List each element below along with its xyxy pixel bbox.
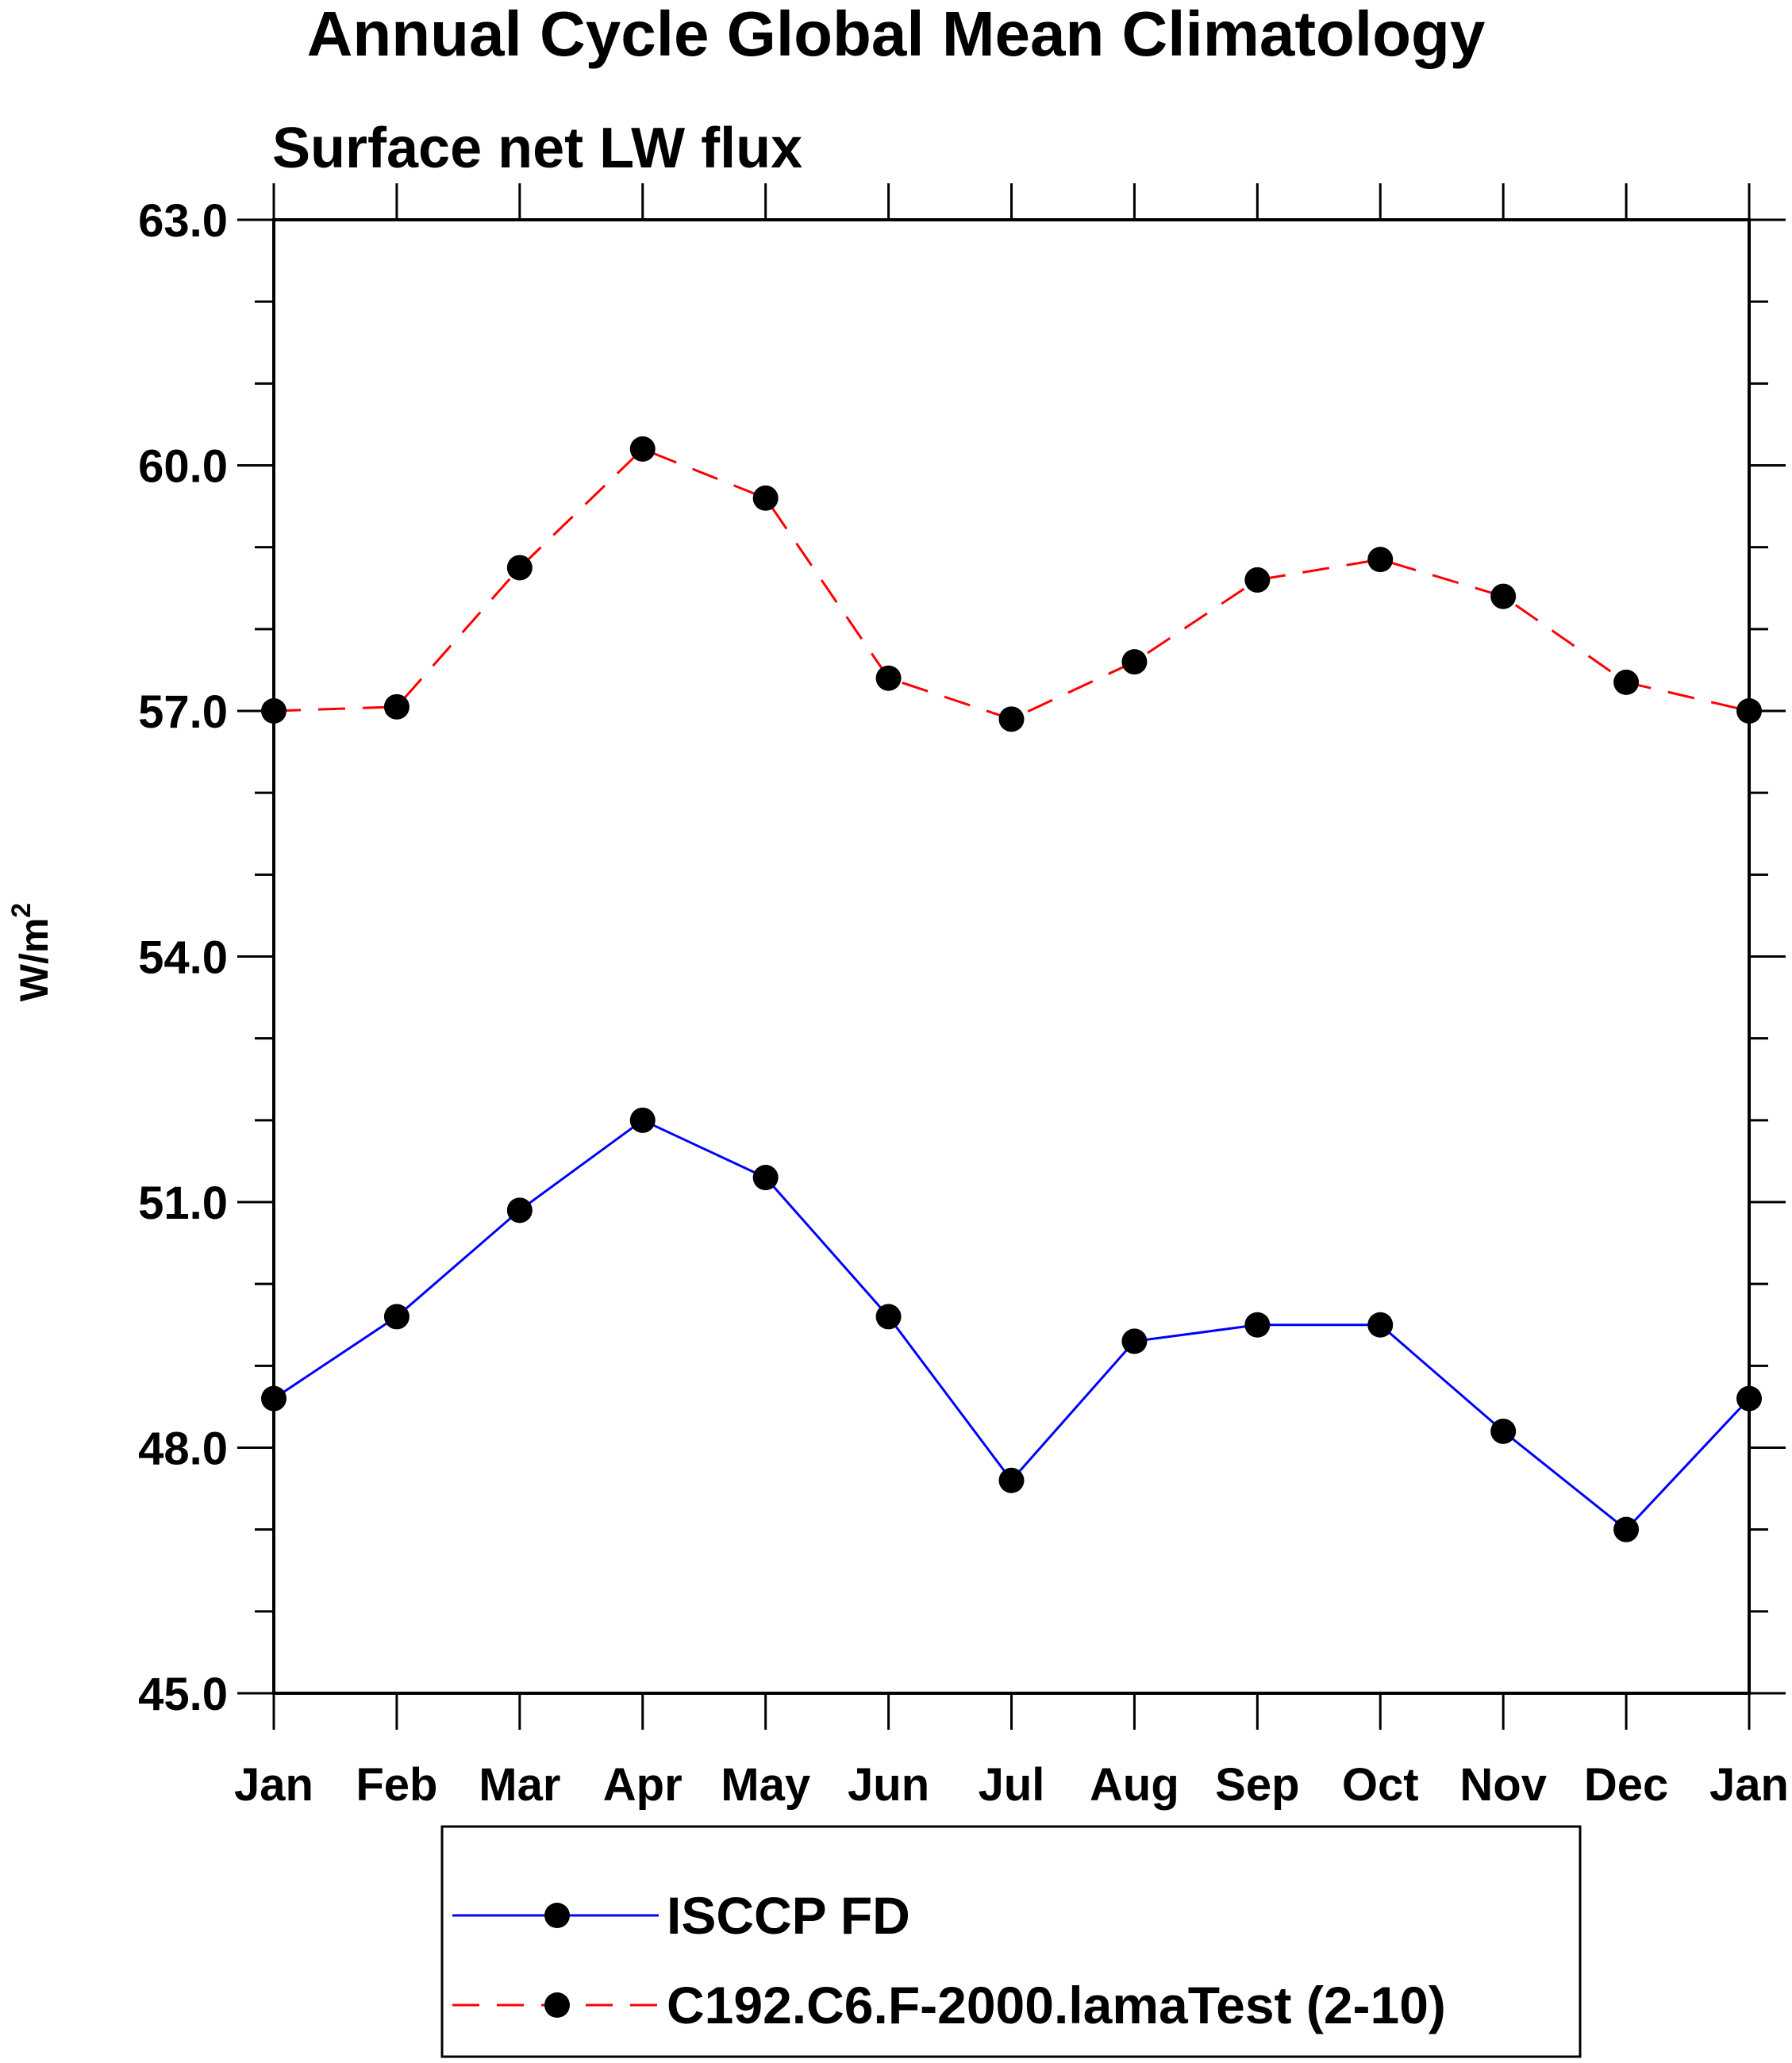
series-0-point — [1490, 1418, 1517, 1444]
x-tick-label: Jul — [979, 1759, 1045, 1811]
series-0-point — [629, 1107, 656, 1133]
x-tick-labels: Jan Feb Mar Apr May Jun Jul Aug Sep Oct Nov Dec Jan — [234, 1759, 1789, 1811]
series-line-1 — [273, 448, 1750, 720]
y-axis-label: W/m2 — [6, 903, 56, 1001]
series-1-point — [629, 436, 656, 462]
series-0-point — [1736, 1385, 1762, 1412]
series-1-point — [1490, 583, 1517, 609]
series-0-point — [261, 1385, 286, 1412]
x-tick-label: Nov — [1459, 1759, 1547, 1811]
x-tick-label: Oct — [1342, 1759, 1419, 1811]
y-tick-label: 57.0 — [138, 686, 228, 738]
series-1-point — [383, 693, 410, 720]
legend-box — [440, 1825, 1582, 2058]
series-0-point — [1367, 1312, 1394, 1338]
x-tick-label: Aug — [1090, 1759, 1179, 1811]
series-1-point — [1613, 669, 1640, 695]
y-axis-label-superscript: 2 — [6, 903, 37, 918]
series-1-point — [1244, 567, 1271, 593]
y-tick-label: 60.0 — [138, 441, 228, 493]
y-tick-label: 48.0 — [138, 1423, 228, 1475]
series-1-point — [261, 698, 286, 724]
x-tick-label: Jan — [234, 1759, 313, 1811]
series-0-point — [506, 1197, 533, 1224]
series-0-point — [1244, 1312, 1271, 1338]
series-1-point — [506, 555, 533, 581]
series-1-point — [1367, 547, 1394, 573]
series-1-point — [1121, 649, 1148, 675]
series-1-point — [1736, 698, 1762, 724]
series-0-point — [998, 1467, 1025, 1493]
axis-ticks — [237, 183, 1786, 1730]
y-axis-label-text: W/m — [12, 918, 56, 1002]
x-tick-label: May — [721, 1759, 810, 1811]
x-tick-label: Jan — [1709, 1759, 1789, 1811]
y-tick-label: 51.0 — [138, 1177, 228, 1229]
x-tick-label: Sep — [1215, 1759, 1299, 1811]
legend-label-isccp: ISCCP FD — [667, 1886, 910, 1945]
series-0-point — [383, 1304, 410, 1330]
x-tick-label: Feb — [356, 1759, 437, 1811]
series-0-point — [1613, 1516, 1640, 1542]
legend: ISCCP FD C192.C6.F-2000.lamaTest (2-10) — [440, 1825, 1582, 2058]
x-tick-label: Jun — [848, 1759, 929, 1811]
series-0-point — [752, 1165, 779, 1191]
series-1-point — [752, 485, 779, 511]
chart-subtitle: Surface net LW flux — [272, 117, 802, 180]
legend-label-model: C192.C6.F-2000.lamaTest (2-10) — [667, 1976, 1446, 2034]
y-tick-labels: 45.0 48.0 51.0 54.0 57.0 60.0 63.0 — [138, 195, 228, 1720]
x-tick-label: Mar — [479, 1759, 560, 1811]
series-0-point — [875, 1304, 902, 1330]
series-1-point — [875, 665, 902, 691]
series-0-point — [1121, 1328, 1148, 1354]
y-tick-label: 45.0 — [138, 1669, 228, 1720]
y-tick-label: 63.0 — [138, 195, 228, 247]
chart-title: Annual Cycle Global Mean Climatology — [307, 0, 1486, 69]
legend-marker-isccp — [544, 1903, 570, 1928]
series-layer — [261, 436, 1762, 1542]
legend-marker-model — [544, 1992, 570, 2018]
x-tick-label: Dec — [1584, 1759, 1668, 1811]
x-tick-label: Apr — [603, 1759, 683, 1811]
series-1-point — [998, 706, 1025, 732]
y-tick-label: 54.0 — [138, 932, 228, 984]
